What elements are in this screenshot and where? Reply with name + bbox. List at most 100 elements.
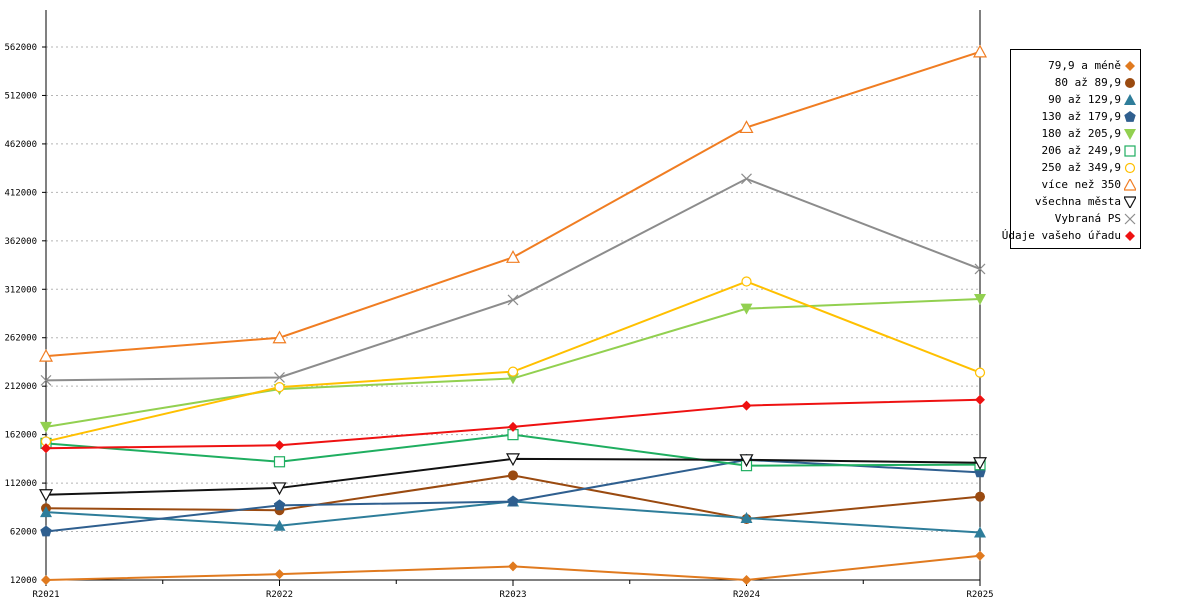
data-point — [508, 421, 518, 432]
y-tick-label: 162000 — [4, 431, 37, 441]
data-point — [41, 443, 51, 454]
data-point — [40, 525, 52, 537]
data-point — [40, 421, 52, 433]
legend-label: 80 až 89,9 — [1054, 76, 1121, 89]
series-4 — [40, 293, 986, 433]
data-point — [507, 495, 519, 507]
data-point — [975, 394, 985, 405]
x-tick-label: R2021 — [32, 590, 59, 600]
series-line — [45, 177, 981, 382]
data-point — [273, 499, 286, 511]
data-point — [741, 400, 752, 411]
y-tick-label: 212000 — [4, 382, 37, 392]
legend-marker — [1125, 60, 1135, 71]
legend-label: 206 až 249,9 — [1041, 144, 1121, 157]
data-point — [739, 120, 754, 134]
legend-marker-icon — [1124, 213, 1136, 224]
legend-marker — [1124, 128, 1136, 140]
legend-item: více než 350 — [1042, 176, 1136, 193]
legend-label: všechna města — [1034, 195, 1121, 208]
legend-label: 250 až 349,9 — [1041, 161, 1121, 174]
data-point — [974, 367, 986, 378]
x-tick-label: R2023 — [499, 590, 526, 600]
y-tick-label: 12000 — [10, 576, 37, 586]
series-6 — [40, 276, 986, 447]
data-point — [505, 453, 521, 467]
data-point — [274, 569, 285, 580]
legend-item: 206 až 249,9 — [1042, 142, 1136, 159]
data-point — [972, 44, 988, 58]
legend-marker-icon — [1124, 93, 1136, 105]
legend-marker — [1124, 162, 1136, 173]
x-tick-label: R2022 — [266, 590, 293, 600]
legend-label: 130 až 179,9 — [1041, 110, 1121, 123]
y-tick-label: 462000 — [4, 140, 37, 150]
legend-item: 90 až 129,9 — [1048, 91, 1136, 108]
legend-marker-icon — [1125, 230, 1135, 241]
data-point — [975, 550, 985, 561]
series-8 — [38, 453, 988, 502]
data-point — [40, 506, 52, 518]
series-group — [38, 44, 988, 585]
legend-label: Údaje vašeho úřadu — [1001, 229, 1121, 242]
data-point — [273, 456, 286, 468]
data-point — [507, 373, 519, 385]
legend: 79,9 a méně 80 až 89,9 90 až 129,9 130 až 1… — [1002, 49, 1141, 249]
legend-label: Vybraná PS — [1054, 212, 1121, 225]
legend-marker-icon — [1124, 128, 1136, 140]
legend-item: 130 až 179,9 — [1042, 108, 1136, 125]
legend-label: více než 350 — [1041, 178, 1121, 191]
data-point — [972, 457, 988, 470]
legend-marker — [1125, 77, 1135, 88]
data-point — [272, 482, 287, 496]
data-point — [740, 511, 753, 523]
legend-marker — [1124, 195, 1136, 208]
data-point — [38, 348, 54, 362]
x-tick-label: R2024 — [733, 590, 760, 600]
legend-marker — [1125, 230, 1135, 241]
data-point — [739, 454, 754, 468]
data-point — [507, 366, 519, 377]
data-point — [41, 575, 51, 585]
data-point — [974, 293, 986, 305]
series-0 — [41, 550, 985, 585]
y-tick-label: 62000 — [10, 528, 37, 538]
legend-item: 80 až 89,9 — [1055, 74, 1136, 91]
legend-marker — [1124, 213, 1136, 224]
legend-marker-icon — [1124, 195, 1136, 208]
legend-marker — [1124, 93, 1136, 105]
data-point — [507, 294, 519, 306]
y-tick-label: 262000 — [4, 334, 37, 344]
data-point — [274, 372, 285, 383]
y-tick-label: 512000 — [4, 91, 37, 101]
data-point — [975, 491, 985, 502]
data-point — [274, 382, 285, 393]
legend-marker-icon — [1124, 110, 1136, 122]
legend-marker — [1124, 110, 1136, 122]
legend-marker — [1124, 178, 1136, 191]
data-point — [740, 303, 753, 315]
legend-item: 180 až 205,9 — [1042, 125, 1136, 142]
data-point — [974, 526, 986, 538]
y-tick-label: 412000 — [4, 188, 37, 198]
grid-lines — [46, 46, 980, 533]
x-tick-label: R2025 — [966, 590, 993, 600]
data-point — [741, 173, 752, 185]
series-10 — [41, 394, 985, 454]
legend-marker — [1124, 144, 1136, 157]
data-point — [274, 440, 285, 451]
legend-marker-icon — [1125, 60, 1135, 71]
legend-marker-icon — [1124, 178, 1136, 191]
series-line — [45, 50, 981, 358]
legend-item: Vybraná PS — [1055, 210, 1136, 227]
legend-label: 79,9 a méně — [1048, 59, 1121, 72]
y-tick-label: 112000 — [4, 479, 37, 489]
legend-item: Údaje vašeho úřadu — [1002, 227, 1136, 244]
data-point — [272, 330, 287, 344]
data-point — [741, 276, 752, 287]
series-9 — [40, 173, 986, 386]
data-point — [741, 575, 752, 585]
axes: 12000 62000 112000 162000 212000 262000 312000… — [4, 10, 994, 600]
data-point — [974, 263, 986, 275]
